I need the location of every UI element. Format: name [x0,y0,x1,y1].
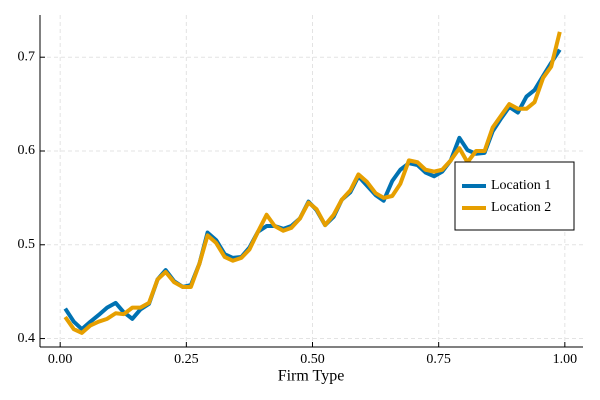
legend-box [454,161,575,231]
legend-label: Location 2 [491,200,551,215]
y-tick-label: 0.5 [18,237,36,252]
x-tick-label: 0.50 [300,352,325,367]
x-tick-label: 0.00 [48,352,73,367]
x-axis-label: Firm Type [278,368,345,385]
x-tick-label: 1.00 [553,352,578,367]
y-tick-label: 0.7 [18,49,36,64]
x-tick-label: 0.25 [174,352,199,367]
legend-label: Location 1 [491,178,551,193]
line-series [63,31,562,335]
y-tick-label: 0.4 [18,331,36,346]
y-tick-label: 0.6 [18,143,36,158]
x-tick-label: 0.75 [426,352,451,367]
